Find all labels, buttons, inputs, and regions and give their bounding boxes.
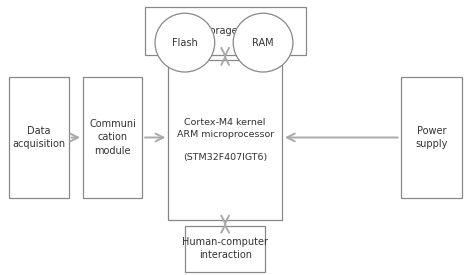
Text: Communi
cation
module: Communi cation module <box>89 119 136 156</box>
Bar <box>145 7 306 55</box>
Bar <box>401 77 462 198</box>
Bar <box>83 77 142 198</box>
Text: Power
supply: Power supply <box>415 126 447 149</box>
Ellipse shape <box>233 13 293 72</box>
Text: Cortex-M4 kernel
ARM microprocessor

(STM32F407IGT6): Cortex-M4 kernel ARM microprocessor (STM… <box>176 118 274 163</box>
Bar <box>168 60 282 220</box>
Text: Flash: Flash <box>172 38 198 48</box>
Bar <box>9 77 69 198</box>
Text: Data storage module: Data storage module <box>173 26 277 36</box>
Text: Human-computer
interaction: Human-computer interaction <box>182 237 268 260</box>
Bar <box>185 226 265 272</box>
Text: Data
acquisition: Data acquisition <box>12 126 66 149</box>
Ellipse shape <box>155 13 215 72</box>
Text: RAM: RAM <box>252 38 274 48</box>
